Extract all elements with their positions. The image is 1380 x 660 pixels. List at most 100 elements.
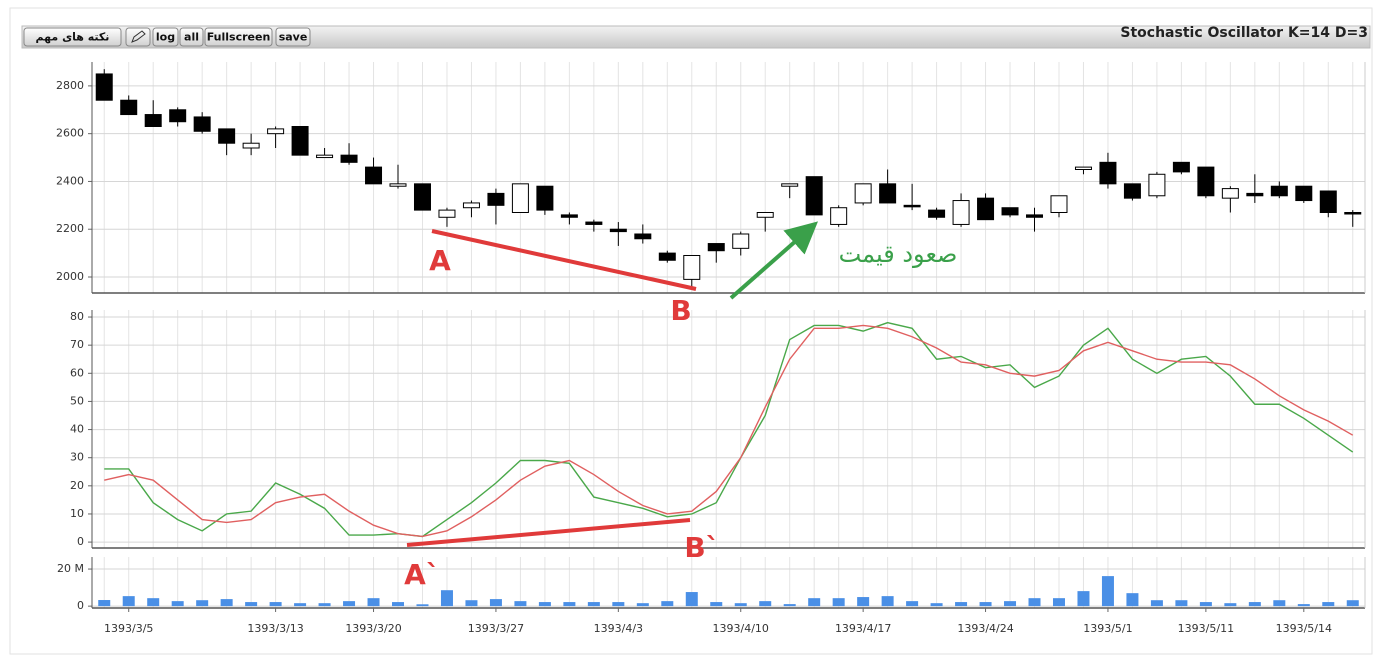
x-tick-label: 1393/4/10	[713, 622, 769, 635]
toolbar-button[interactable]: all	[179, 27, 204, 47]
candle-body	[242, 142, 260, 149]
annotation: A`	[404, 558, 440, 591]
candle-body	[291, 125, 309, 156]
x-tick-label: 1393/5/11	[1178, 622, 1234, 635]
x-tick-label: 1393/4/24	[957, 622, 1013, 635]
volume-bar	[147, 598, 160, 607]
y-tick-label: 60	[70, 366, 84, 379]
volume-bar	[245, 602, 258, 607]
volume-bar	[343, 601, 356, 607]
button-label: نکته های مهم	[36, 31, 110, 44]
candle-body	[1050, 195, 1068, 213]
volume-bar	[489, 599, 502, 607]
candle-body	[365, 166, 383, 185]
y-tick-label: 2600	[56, 127, 84, 140]
candle-body	[1123, 183, 1141, 199]
candle-body	[854, 183, 872, 204]
candle-body	[781, 183, 799, 187]
volume-bar	[1346, 600, 1359, 607]
candle-body	[487, 192, 505, 206]
candle-body	[609, 228, 627, 233]
pencil-button[interactable]	[125, 27, 151, 47]
volume-bar	[955, 602, 968, 607]
candle-body	[732, 233, 750, 249]
candle-body	[1172, 161, 1190, 173]
y-tick-label: 50	[70, 394, 84, 407]
volume-bar	[367, 598, 380, 607]
button-label: log	[156, 31, 175, 44]
volume-bar	[906, 601, 919, 607]
panel-bg	[92, 310, 1365, 548]
toolbar-button[interactable]: save	[275, 27, 311, 47]
toolbar-button[interactable]: Fullscreen	[204, 27, 273, 47]
volume-bar	[318, 603, 331, 607]
x-tick-label: 1393/5/14	[1276, 622, 1332, 635]
candle-body	[756, 211, 774, 218]
volume-bar	[1126, 593, 1139, 607]
button-label: all	[184, 31, 199, 44]
y-tick-label: 40	[70, 423, 84, 436]
volume-bar	[1052, 598, 1065, 607]
y-tick-label: 2400	[56, 174, 84, 187]
volume-bar	[1322, 602, 1335, 607]
candle-body	[585, 221, 603, 225]
annotation: B	[670, 294, 691, 327]
button-face	[179, 27, 204, 47]
y-tick-label: 70	[70, 338, 84, 351]
candle-body	[1221, 188, 1239, 199]
button-face	[275, 27, 311, 47]
pencil-icon	[131, 30, 146, 43]
volume-bar	[122, 596, 135, 607]
volume-bar	[636, 603, 649, 607]
volume-bar	[196, 600, 209, 607]
volume-bar	[661, 601, 674, 607]
volume-bar	[612, 602, 625, 607]
x-tick-label: 1393/3/5	[104, 622, 153, 635]
trend-line	[406, 518, 691, 547]
candle-body	[95, 73, 113, 101]
volume-bar	[1297, 604, 1310, 607]
volume-bar	[832, 598, 845, 607]
volume-bar	[1248, 602, 1261, 607]
button-label: save	[279, 31, 308, 44]
volume-bar	[587, 602, 600, 607]
indicator-title: Stochastic Oscillator K=14 D=3	[1120, 25, 1368, 41]
volume-bar	[857, 597, 870, 607]
candle-body	[389, 183, 407, 187]
y-tick-label: 30	[70, 451, 84, 464]
candle-body	[977, 197, 995, 221]
volume-bar	[1028, 598, 1041, 607]
candle-body	[658, 252, 676, 261]
volume-bar	[710, 602, 723, 607]
annotation: B`	[684, 531, 719, 564]
volume-bar	[465, 600, 478, 607]
candle-body	[438, 209, 456, 218]
volume-bar	[759, 601, 772, 607]
candle-body	[683, 254, 701, 280]
volume-bar	[783, 604, 796, 607]
toolbar-button[interactable]: log	[152, 27, 179, 47]
candle-body	[805, 176, 823, 216]
candle-body	[340, 154, 358, 163]
toolbar-button[interactable]: نکته های مهم	[23, 27, 122, 47]
annotation: صعود قیمت	[839, 240, 958, 268]
volume-bar	[979, 602, 992, 607]
candle-body	[218, 128, 236, 144]
volume-bar	[514, 601, 527, 607]
x-tick-label: 1393/4/17	[835, 622, 891, 635]
y-tick-label: 2800	[56, 79, 84, 92]
volume-bar	[392, 602, 405, 607]
stochastic-line	[104, 324, 1354, 538]
candle-body	[903, 204, 921, 208]
toolbar	[21, 25, 1371, 49]
volume-bar	[1224, 603, 1237, 607]
volume-bar	[220, 599, 233, 607]
button-label: Fullscreen	[207, 31, 271, 44]
volume-bar	[808, 598, 821, 607]
candle-body	[169, 109, 187, 123]
y-tick-label: 0	[77, 535, 84, 548]
candle-body	[1319, 190, 1337, 213]
volume-bar	[881, 596, 894, 607]
